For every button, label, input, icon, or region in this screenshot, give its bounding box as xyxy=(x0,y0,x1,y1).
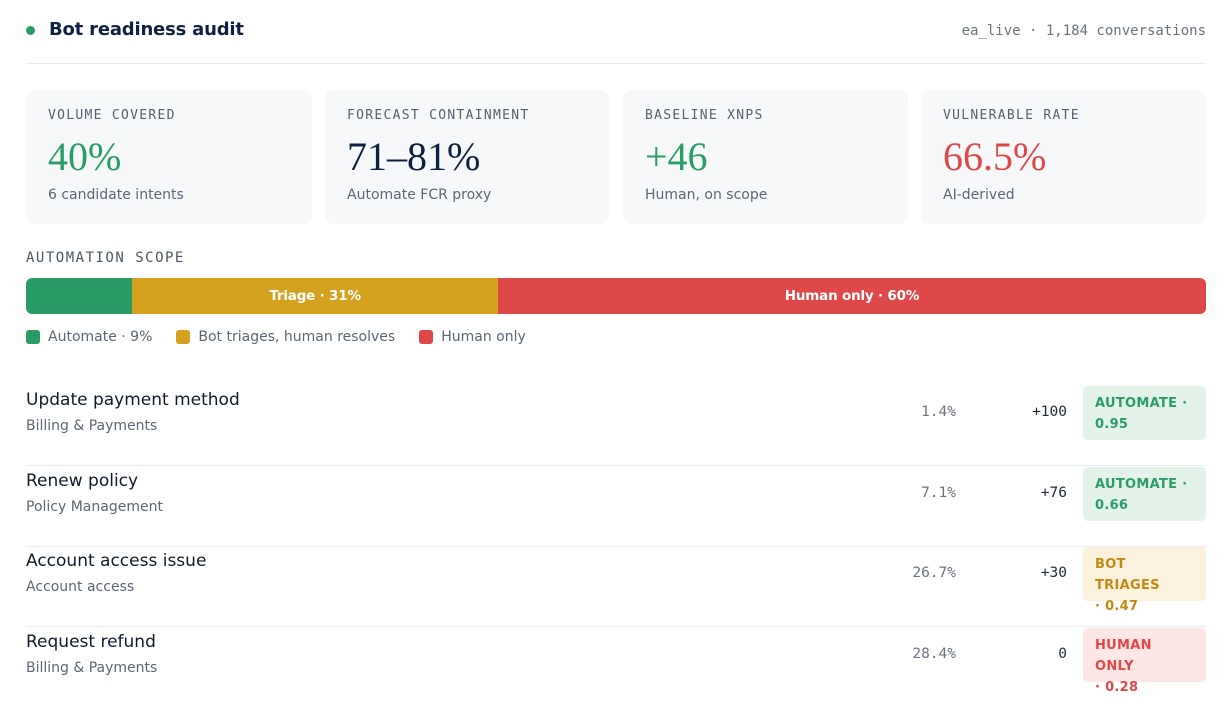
intent-xnps: +100 xyxy=(1032,404,1067,420)
intent-volume-share: 7.1% xyxy=(921,485,956,501)
kpi-label: FORECAST CONTAINMENT xyxy=(347,108,530,123)
intent-category: Account access xyxy=(26,579,135,595)
kpi-card-forecast-containment: FORECAST CONTAINMENT 71–81% Automate FCR… xyxy=(325,90,609,224)
scope-segment-automate xyxy=(26,278,133,314)
badge-score: · 0.28 xyxy=(1095,680,1139,695)
automation-scope-heading: AUTOMATION SCOPE xyxy=(26,250,185,266)
page-title: Bot readiness audit xyxy=(49,19,244,40)
intent-xnps: +76 xyxy=(1040,485,1067,501)
legend-item-automate: Automate · 9% xyxy=(26,328,152,346)
scope-legend: Automate · 9% Bot triages, human resolve… xyxy=(26,328,550,346)
legend-label: Bot triages, human resolves xyxy=(198,329,396,345)
recommendation-badge: HUMAN ONLY · 0.28 xyxy=(1083,628,1206,695)
dataset-meta: ea_live · 1,184 conversations xyxy=(961,23,1206,39)
intent-volume-share: 26.7% xyxy=(912,565,956,581)
automation-scope-bar: Triage · 31% Human only · 60% xyxy=(26,278,1206,314)
legend-swatch xyxy=(26,330,40,344)
badge-line: HUMAN ONLY xyxy=(1095,638,1152,674)
kpi-value: 66.5% xyxy=(943,134,1047,179)
legend-label: Human only xyxy=(441,329,526,345)
intent-category: Billing & Payments xyxy=(26,660,158,676)
kpi-label: BASELINE XNPS xyxy=(645,108,764,123)
intent-volume-share: 28.4% xyxy=(912,646,956,662)
intent-title: Account access issue xyxy=(26,551,207,571)
badge-line: AUTOMATE · xyxy=(1095,396,1188,411)
header: Bot readiness audit ea_live · 1,184 conv… xyxy=(26,18,1206,42)
legend-item-human-only: Human only xyxy=(419,328,526,346)
kpi-card-volume-covered: VOLUME COVERED 40% 6 candidate intents xyxy=(26,90,312,224)
scope-segment-triage: Triage · 31% xyxy=(132,278,498,314)
kpi-subtitle: Automate FCR proxy xyxy=(347,187,492,203)
kpi-card-vulnerable-rate: VULNERABLE RATE 66.5% AI-derived xyxy=(921,90,1206,224)
legend-label: Automate · 9% xyxy=(48,329,153,345)
badge-score: 0.95 xyxy=(1095,417,1129,432)
recommendation-badge: AUTOMATE · 0.95 xyxy=(1083,386,1206,440)
intent-title: Renew policy xyxy=(26,471,139,491)
intent-xnps: +30 xyxy=(1040,565,1067,581)
badge-score: 0.66 xyxy=(1095,498,1129,513)
intent-row[interactable]: Request refund Billing & Payments 28.4% … xyxy=(26,628,1206,708)
kpi-label: VOLUME COVERED xyxy=(48,108,176,123)
legend-item-triage: Bot triages, human resolves xyxy=(176,328,395,346)
intent-title: Update payment method xyxy=(26,390,240,410)
kpi-value: 71–81% xyxy=(347,134,481,179)
intent-category: Billing & Payments xyxy=(26,418,158,434)
intent-volume-share: 1.4% xyxy=(921,404,956,420)
kpi-value: +46 xyxy=(645,134,708,179)
intent-xnps: 0 xyxy=(1058,646,1067,662)
kpi-card-baseline-xnps: BASELINE XNPS +46 Human, on scope xyxy=(623,90,908,224)
kpi-subtitle: AI-derived xyxy=(943,187,1015,203)
intent-title: Request refund xyxy=(26,632,156,652)
recommendation-badge: AUTOMATE · 0.66 xyxy=(1083,467,1206,521)
badge-score: · 0.47 xyxy=(1095,599,1139,614)
kpi-label: VULNERABLE RATE xyxy=(943,108,1080,123)
badge-line: BOT TRIAGES xyxy=(1095,557,1160,593)
intent-row[interactable]: Update payment method Billing & Payments… xyxy=(26,386,1206,466)
scope-segment-human-only: Human only · 60% xyxy=(497,278,1206,314)
intent-row[interactable]: Account access issue Account access 26.7… xyxy=(26,547,1206,627)
legend-swatch xyxy=(419,330,434,344)
recommendation-badge: BOT TRIAGES · 0.47 xyxy=(1083,547,1206,614)
status-dot-icon xyxy=(26,26,35,35)
badge-line: AUTOMATE · xyxy=(1095,477,1188,492)
legend-swatch xyxy=(176,330,191,344)
kpi-subtitle: Human, on scope xyxy=(645,187,768,203)
intent-category: Policy Management xyxy=(26,499,163,515)
kpi-value: 40% xyxy=(48,134,122,179)
header-divider xyxy=(26,63,1206,64)
kpi-subtitle: 6 candidate intents xyxy=(48,187,184,203)
intent-row[interactable]: Renew policy Policy Management 7.1% +76 … xyxy=(26,467,1206,547)
